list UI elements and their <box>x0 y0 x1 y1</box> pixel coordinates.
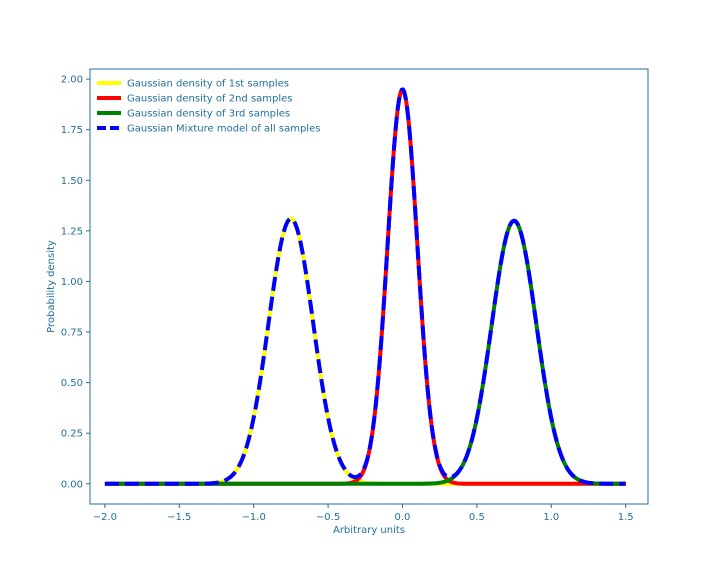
legend-label: Gaussian Mixture model of all samples <box>127 124 320 135</box>
x-tick-label: 0.0 <box>395 512 411 523</box>
y-tick-label: 0.75 <box>61 328 83 339</box>
y-tick-label: 1.00 <box>61 277 83 288</box>
x-tick-label: 0.5 <box>469 512 485 523</box>
legend: Gaussian density of 1st samples Gaussian … <box>97 79 320 135</box>
x-axis-ticks: −2.0 −1.5 −1.0 −0.5 0.0 0.5 1.0 1.5 <box>93 504 634 523</box>
x-tick-label: −1.0 <box>242 512 266 523</box>
series-line-4 <box>104 87 627 486</box>
x-tick-label: 1.0 <box>543 512 559 523</box>
y-tick-label: 0.50 <box>61 378 83 389</box>
x-tick-label: −2.0 <box>93 512 117 523</box>
x-axis-label: Arbitrary units <box>333 525 405 536</box>
x-tick-label: 1.5 <box>618 512 634 523</box>
legend-label: Gaussian density of 2nd samples <box>127 94 293 105</box>
axes-frame <box>89 68 649 505</box>
y-tick-label: 1.25 <box>61 226 83 237</box>
legend-label: Gaussian density of 3rd samples <box>127 109 290 120</box>
y-tick-label: 2.00 <box>61 75 83 86</box>
plot-area <box>104 87 627 486</box>
legend-label: Gaussian density of 1st samples <box>127 79 289 90</box>
y-tick-label: 0.00 <box>61 479 83 490</box>
y-axis-label: Probability density <box>46 240 57 333</box>
x-tick-label: −1.5 <box>167 512 191 523</box>
y-tick-label: 1.50 <box>61 176 83 187</box>
y-tick-label: 1.75 <box>61 125 83 136</box>
x-tick-label: −0.5 <box>316 512 340 523</box>
y-tick-label: 0.25 <box>61 429 83 440</box>
y-axis-ticks: 0.00 0.25 0.50 0.75 1.00 1.25 1.50 1.75 2.00 <box>61 75 90 490</box>
